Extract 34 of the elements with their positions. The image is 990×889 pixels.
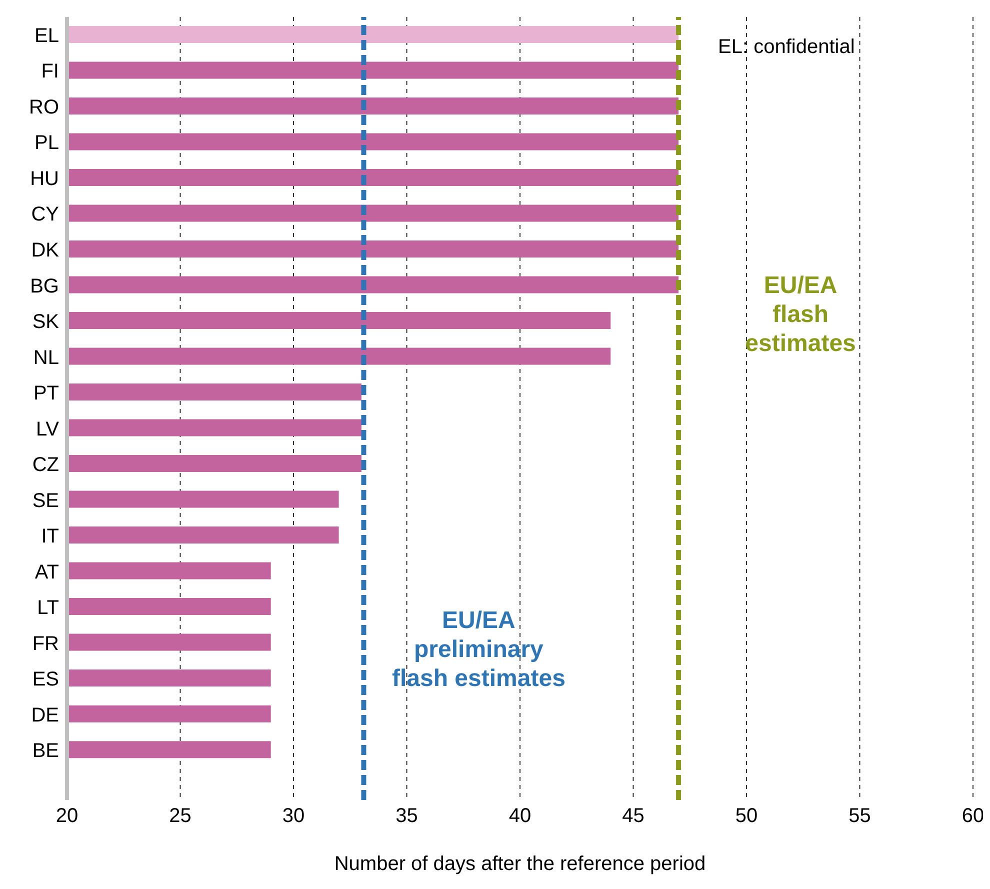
y-tick-label: RO	[29, 96, 59, 118]
y-tick-label: ES	[32, 668, 59, 691]
y-tick-label: DK	[31, 239, 60, 262]
y-tick-label: DE	[31, 704, 59, 726]
annotation: EL: confidential	[718, 36, 855, 58]
x-axis-title: Number of days after the reference period	[334, 853, 706, 875]
y-tick-label: AT	[34, 561, 59, 584]
y-tick-label: LT	[37, 597, 59, 620]
y-tick-label: PT	[33, 382, 59, 405]
ref-line-label: EU/EA flash estimates	[745, 272, 856, 357]
y-tick-label: FI	[41, 60, 59, 83]
y-tick-label: HU	[30, 168, 59, 190]
x-tick-label: 40	[508, 805, 532, 828]
x-tick-label: 50	[735, 805, 758, 828]
y-tick-label: FR	[32, 632, 59, 655]
y-tick-label: SE	[32, 490, 59, 512]
y-tick-label: BE	[32, 740, 59, 762]
x-tick-label: 25	[169, 805, 192, 828]
ref-line-label: EU/EA preliminary flash estimates	[392, 607, 566, 692]
y-tick-label: EL	[34, 24, 59, 47]
x-tick-label: 20	[56, 805, 78, 828]
y-tick-label: LV	[36, 418, 60, 440]
y-tick-label: CZ	[32, 454, 59, 476]
y-tick-label: PL	[34, 132, 59, 154]
y-tick-label: BG	[30, 275, 59, 298]
x-tick-label: 35	[396, 805, 418, 828]
y-tick-label: CY	[31, 204, 59, 226]
x-tick-label: 55	[848, 805, 871, 828]
x-tick-label: 30	[282, 805, 305, 828]
x-tick-label: 45	[622, 805, 644, 828]
y-tick-label: SK	[32, 311, 60, 334]
x-tick-label: 60	[962, 805, 984, 828]
y-tick-label: IT	[41, 526, 59, 548]
y-tick-label: NL	[33, 346, 59, 369]
